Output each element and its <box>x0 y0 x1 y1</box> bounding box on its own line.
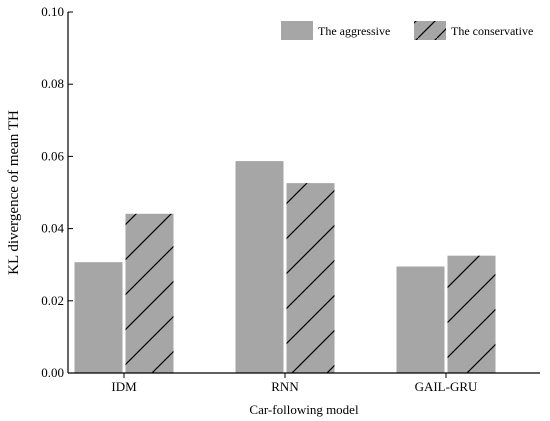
y-tick-label: 0.02 <box>41 293 64 308</box>
x-tick-label: GAIL-GRU <box>415 379 478 394</box>
legend-label-aggressive: The aggressive <box>318 24 390 38</box>
x-axis-label: Car-following model <box>249 402 359 417</box>
y-axis-ticks: 0.00 0.02 0.04 0.06 0.08 0.10 <box>41 4 73 380</box>
x-tick-label: RNN <box>271 379 299 394</box>
y-tick-label: 0.00 <box>41 365 64 380</box>
y-tick-label: 0.10 <box>41 4 64 19</box>
bars-group <box>74 161 496 373</box>
y-tick-label: 0.04 <box>41 221 64 236</box>
bar-aggressive-idm <box>74 262 123 373</box>
bar-aggressive-rnn <box>235 161 284 373</box>
bar-conservative-rnn <box>286 183 335 373</box>
legend-swatch-aggressive <box>281 21 313 40</box>
bar-aggressive-gail-gru <box>396 266 445 373</box>
legend: The aggressive The conservative <box>281 21 533 40</box>
y-tick-label: 0.06 <box>41 148 64 163</box>
bar-conservative-gail-gru <box>447 255 496 373</box>
bar-conservative-idm <box>125 213 174 373</box>
y-axis-label: KL divergence of mean TH <box>6 110 22 275</box>
y-tick-label: 0.08 <box>41 76 64 91</box>
x-tick-label: IDM <box>111 379 137 394</box>
x-axis-ticks: IDM RNN GAIL-GRU <box>111 373 478 394</box>
legend-swatch-conservative <box>414 21 446 40</box>
legend-label-conservative: The conservative <box>451 24 533 38</box>
